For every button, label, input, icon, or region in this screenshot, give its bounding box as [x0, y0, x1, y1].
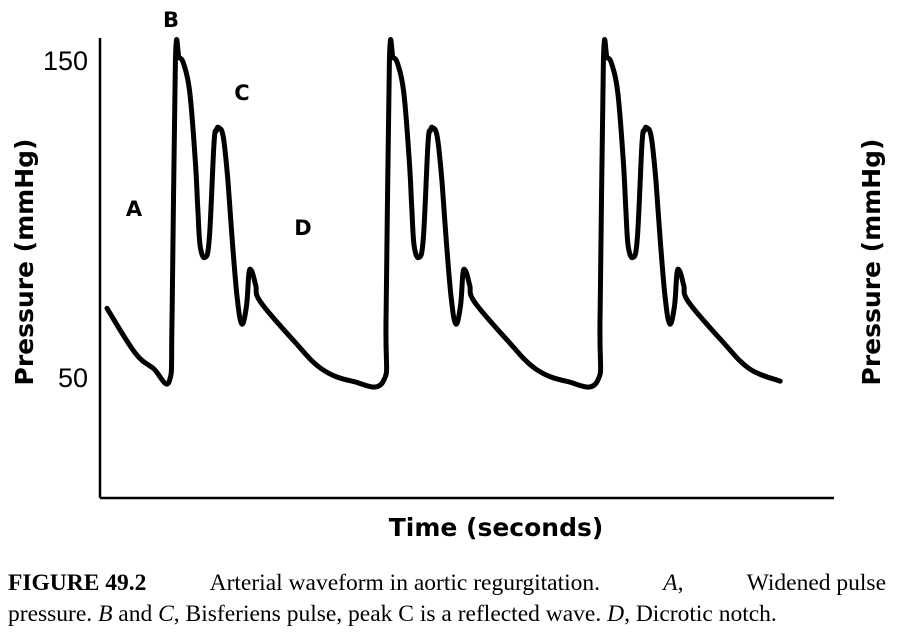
caption-text-4: Bisferiens pulse, peak C is a reflected … — [185, 601, 602, 627]
x-axis-title: Time (seconds) — [389, 513, 604, 542]
caption-line-1: FIGURE 49.2 Arterial waveform in aortic … — [8, 568, 886, 599]
caption-figure-number: FIGURE 49.2 — [8, 570, 147, 596]
annotation-d: D — [294, 216, 311, 240]
axes — [98, 38, 834, 500]
y-tick-labels: 150 50 — [43, 46, 88, 393]
annotation-a: A — [126, 197, 143, 221]
caption-text-5: Dicrotic notch. — [635, 601, 777, 627]
y-axis-title-left: Pressure (mmHg) — [10, 139, 39, 386]
caption-d: D — [607, 601, 625, 627]
annotation-b: B — [163, 8, 179, 32]
caption-b: B — [98, 601, 113, 627]
caption-text-2: Widened pulse — [746, 570, 886, 596]
caption-a: A — [663, 570, 678, 596]
caption-text-1: Arterial waveform in aortic regurgitatio… — [209, 570, 601, 596]
caption-text-3: pressure. — [8, 601, 93, 627]
annotation-layer: A B C D — [126, 8, 312, 240]
y-tick-label-150: 150 — [43, 46, 88, 76]
series-layer — [104, 37, 783, 390]
figure-caption: FIGURE 49.2 Arterial waveform in aortic … — [8, 568, 886, 630]
y-tick-label-50: 50 — [58, 363, 88, 393]
caption-and: and — [118, 601, 153, 627]
caption-c: C — [158, 601, 174, 627]
annotation-c: C — [234, 81, 249, 105]
pressure-waveform-line — [104, 37, 783, 390]
caption-line-2: pressure. B and C, Bisferiens pulse, pea… — [8, 601, 777, 627]
waveform-chart: 150 50 Time (seconds) Pressure (mmHg) Pr… — [10, 8, 886, 542]
y-axis-title-right: Pressure (mmHg) — [857, 139, 886, 386]
caption-a-group: A, — [663, 570, 684, 596]
